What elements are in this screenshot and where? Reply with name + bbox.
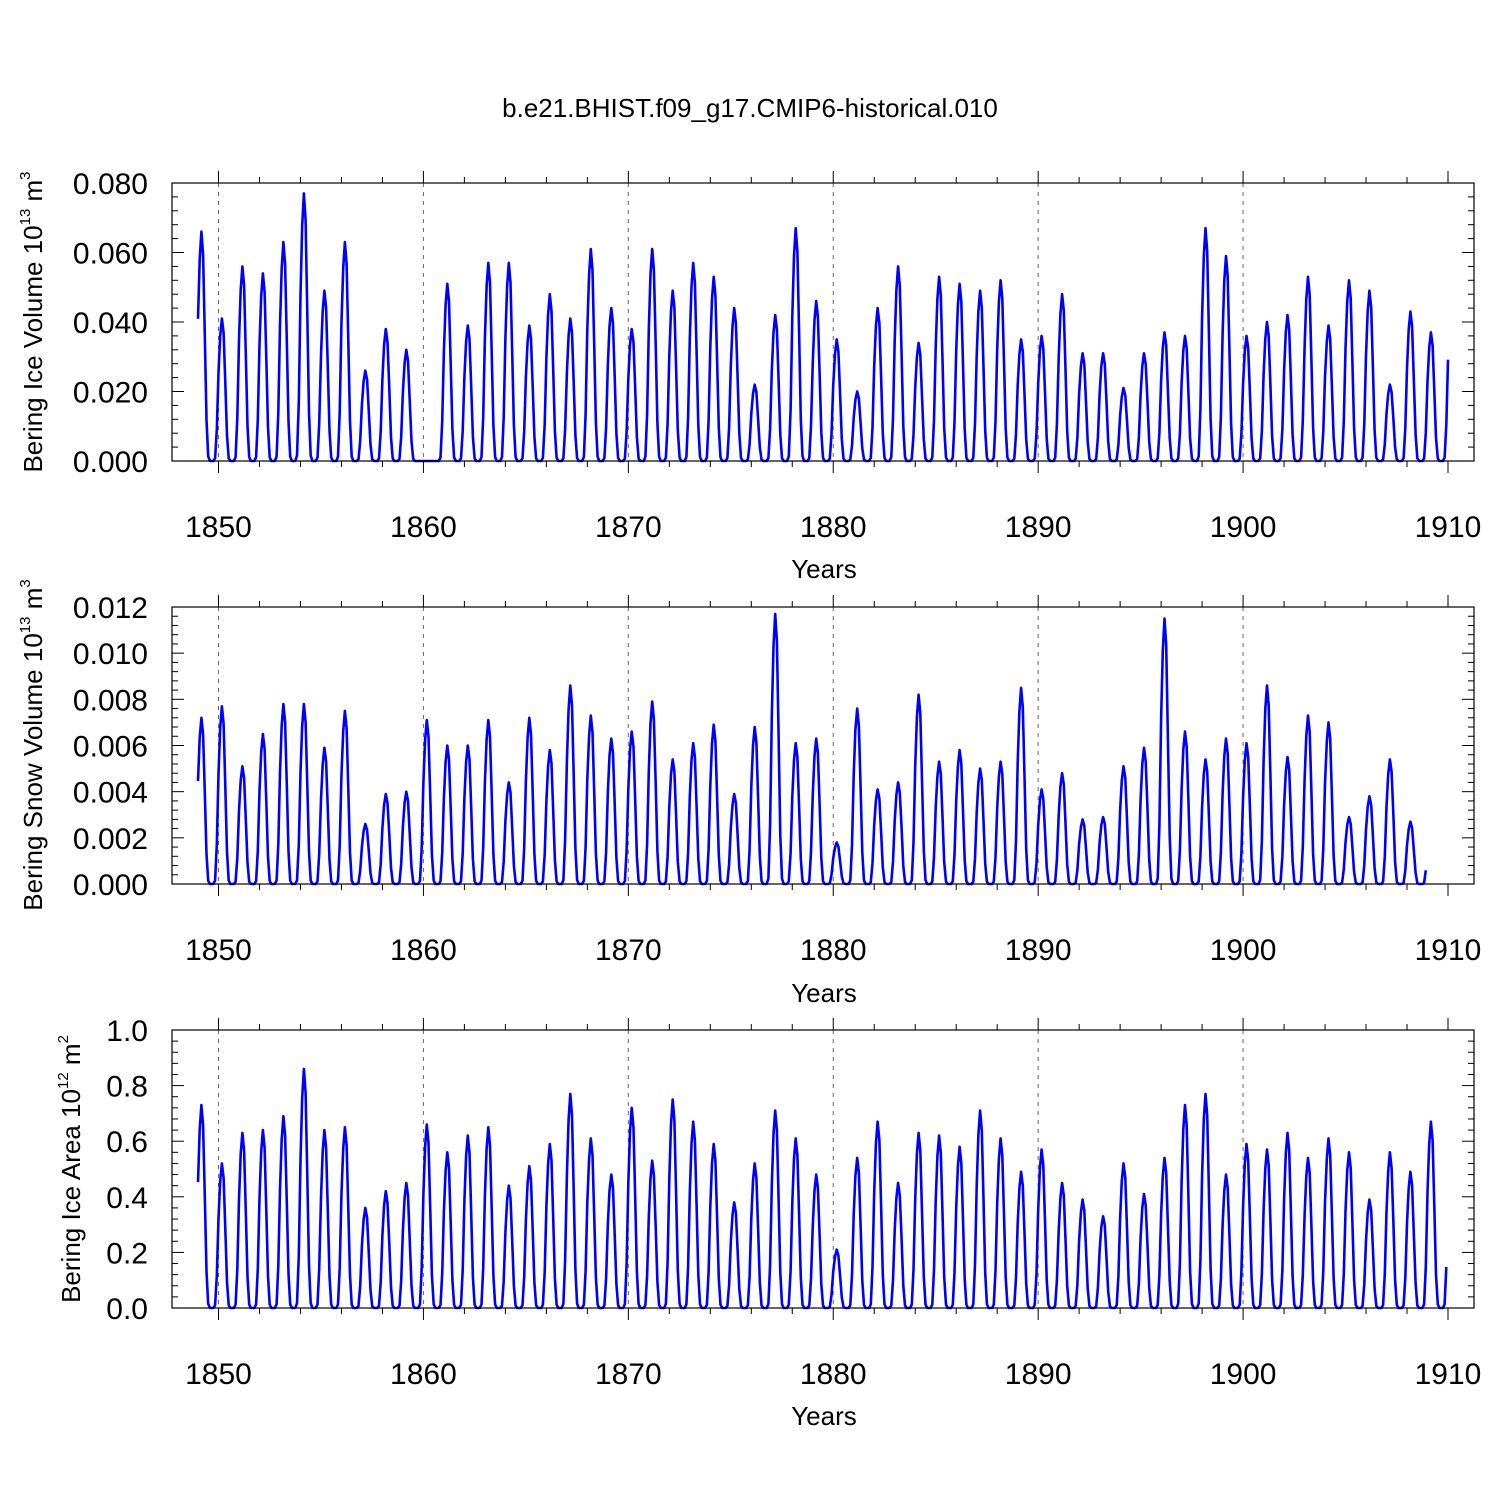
series-line-ice-area (196, 1067, 1448, 1310)
x-tick-label: 1890 (1005, 511, 1072, 544)
y-tick-label: 0.020 (73, 377, 148, 410)
y-tick-label: 1.0 (106, 1015, 148, 1048)
panel-ice-area: Bering Ice Area 1012 m2 Years 0.0 0.2 0.4 0… (55, 1015, 1481, 1431)
x-tick-label: 1880 (800, 1358, 867, 1391)
x-tick-label: 1860 (390, 511, 457, 544)
y-tick-label: 0.000 (73, 446, 148, 479)
x-tick-label: 1900 (1210, 1358, 1277, 1391)
x-tick-label: 1870 (595, 511, 662, 544)
x-tick-label: 1870 (595, 934, 662, 967)
x-tick-label: 1890 (1005, 934, 1072, 967)
y-tick-label: 0.006 (73, 731, 148, 764)
x-tick-label: 1880 (800, 934, 867, 967)
y-tick-label: 0.060 (73, 238, 148, 271)
x-tick-label: 1890 (1005, 1358, 1072, 1391)
ylabel-ice-area: Bering Ice Area 1012 m2 (55, 1035, 86, 1303)
y-tick-label: 0.008 (73, 684, 148, 717)
y-tick-label: 0.040 (73, 307, 148, 340)
y-tick-label: 0.6 (106, 1126, 148, 1159)
x-tick-label: 1860 (390, 934, 457, 967)
series-line-ice-volume (196, 192, 1450, 463)
x-tick-label: 1900 (1210, 934, 1277, 967)
y-tick-label: 0.012 (73, 592, 148, 625)
y-tick-label: 0.002 (73, 823, 148, 856)
x-tick-label: 1850 (185, 934, 252, 967)
x-tick-label: 1850 (185, 511, 252, 544)
y-tick-label: 0.8 (106, 1071, 148, 1104)
ylabel-ice-volume: Bering Ice Volume 1013 m3 (17, 171, 48, 472)
y-tick-label: 0.080 (73, 168, 148, 201)
panel-ice-volume: Bering Ice Volume 1013 m3 Years 0.000 0.0… (17, 168, 1481, 584)
y-tick-label: 0.2 (106, 1237, 148, 1270)
xlabel-snow-volume: Years (791, 978, 857, 1008)
plot-frame (171, 182, 1475, 462)
panel-snow-volume: Bering Snow Volume 1013 m3 Years 0.000 0.… (17, 579, 1481, 1008)
xlabel-ice-area: Years (791, 1401, 857, 1431)
series-line-snow-volume (196, 612, 1428, 886)
x-tick-label: 1860 (390, 1358, 457, 1391)
plot-frame (171, 1029, 1475, 1309)
x-tick-label: 1900 (1210, 511, 1277, 544)
ylabel-snow-volume: Bering Snow Volume 1013 m3 (17, 579, 48, 910)
y-tick-label: 0.010 (73, 638, 148, 671)
x-tick-label: 1850 (185, 1358, 252, 1391)
y-tick-label: 0.0 (106, 1293, 148, 1326)
y-tick-label: 0.004 (73, 777, 148, 810)
x-tick-label: 1910 (1415, 1358, 1482, 1391)
xlabel-ice-volume: Years (791, 554, 857, 584)
y-tick-label: 0.000 (73, 869, 148, 902)
x-tick-label: 1910 (1415, 934, 1482, 967)
chart-title: b.e21.BHIST.f09_g17.CMIP6-historical.010 (502, 93, 998, 123)
x-tick-label: 1880 (800, 511, 867, 544)
x-tick-label: 1870 (595, 1358, 662, 1391)
x-tick-label: 1910 (1415, 511, 1482, 544)
y-tick-label: 0.4 (106, 1182, 148, 1215)
